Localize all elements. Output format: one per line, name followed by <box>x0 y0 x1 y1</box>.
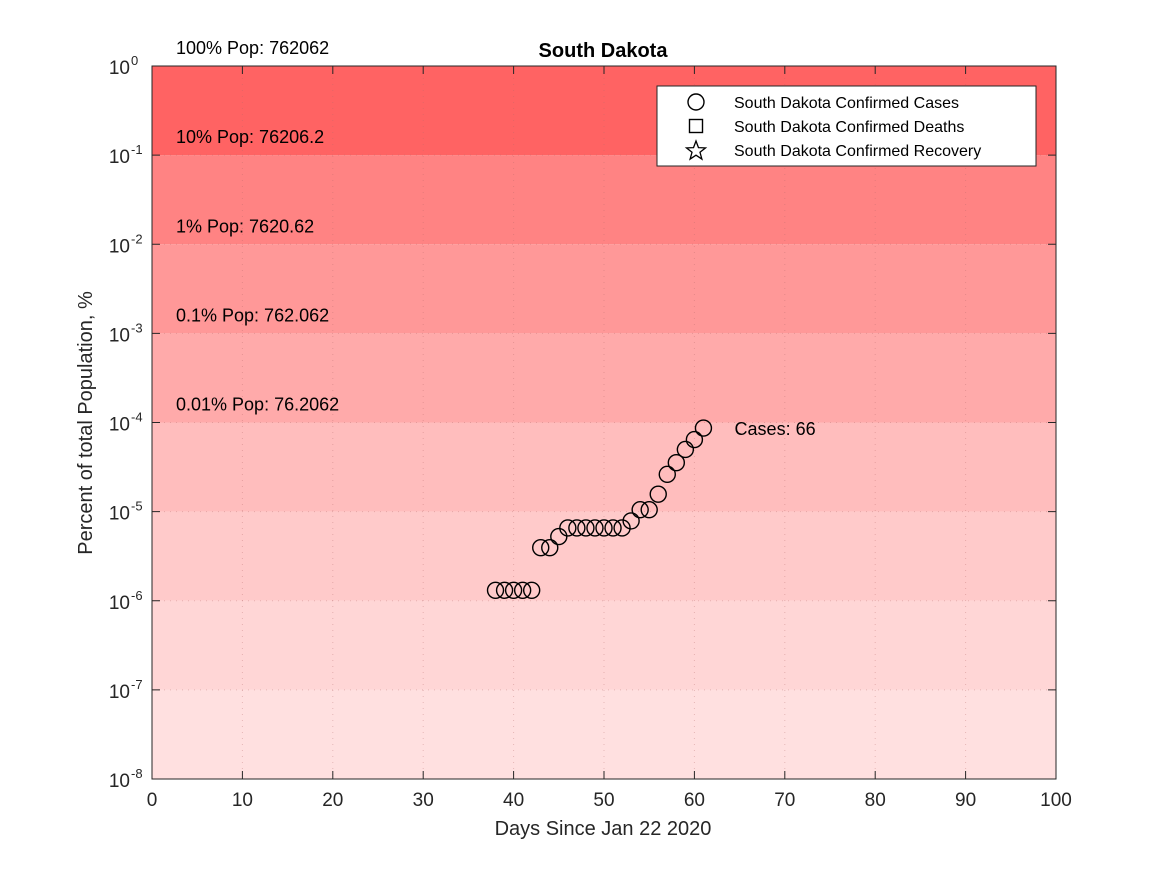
data-point <box>522 581 541 599</box>
y-tick-label: 10 <box>109 325 130 346</box>
y-tick-label: 10 <box>109 147 130 168</box>
x-tick-label: 80 <box>865 790 886 811</box>
population-band <box>152 600 1056 690</box>
x-tick-label: 50 <box>593 790 614 811</box>
data-point <box>577 519 595 537</box>
data-point <box>613 519 631 537</box>
data-point <box>495 581 514 599</box>
data-point <box>631 501 649 519</box>
x-tick-label: 40 <box>503 790 524 811</box>
population-band <box>152 333 1056 423</box>
data-point <box>568 519 586 537</box>
x-tick-label: 10 <box>232 790 253 811</box>
population-bands <box>152 66 1056 779</box>
legend-box <box>656 85 1037 167</box>
data-point <box>504 581 523 599</box>
x-tick-label: 0 <box>147 790 158 811</box>
y-tick-label: 10 <box>109 504 130 525</box>
y-tick-label: 10 <box>109 236 130 257</box>
population-band <box>152 155 1056 245</box>
y-tick-label: 10 <box>109 58 130 79</box>
legend-label: South Dakota Confirmed Recovery <box>734 143 981 160</box>
y-tick-label: 10 <box>109 771 130 792</box>
data-point <box>541 538 559 557</box>
band-label: 10% Pop: 76206.2 <box>176 127 324 147</box>
y-tick-exponent: -7 <box>131 677 143 692</box>
legend-circle-marker <box>687 93 705 111</box>
legend-square-marker <box>688 118 704 134</box>
y-tick-exponent: -4 <box>131 410 143 425</box>
population-band <box>152 689 1056 779</box>
y-tick-exponent: -2 <box>131 231 143 246</box>
annotations: Cases: 66 <box>735 419 816 439</box>
data-point <box>676 440 695 459</box>
x-tick-label: 20 <box>322 790 343 811</box>
data-point <box>513 581 532 599</box>
data-point <box>649 485 667 503</box>
population-band <box>152 244 1056 334</box>
band-label: 100% Pop: 762062 <box>176 38 329 58</box>
data-point <box>532 538 550 557</box>
chart-title: South Dakota <box>539 40 669 62</box>
x-tick-label: 70 <box>774 790 795 811</box>
y-axis-label: Percent of total Population, % <box>75 291 97 555</box>
data-markers <box>486 419 713 599</box>
data-point <box>595 519 613 537</box>
x-axis-label: Days Since Jan 22 2020 <box>495 818 712 840</box>
band-labels: 100% Pop: 762062 10% Pop: 76206.2 1% Pop: … <box>176 38 339 415</box>
data-point <box>658 465 676 484</box>
x-tick-label: 30 <box>413 790 434 811</box>
data-point <box>559 519 577 537</box>
y-tick-exponent: -5 <box>131 499 143 514</box>
legend-label: South Dakota Confirmed Cases <box>734 95 959 112</box>
x-tick-label: 60 <box>684 790 705 811</box>
band-label: 1% Pop: 7620.62 <box>176 216 314 236</box>
y-tick-exponent: -3 <box>131 320 143 335</box>
data-point <box>486 581 505 599</box>
y-tick-exponent: -6 <box>131 588 143 603</box>
dotted-grid <box>152 66 1056 779</box>
population-band <box>152 511 1056 601</box>
legend: South Dakota Confirmed Cases South Dakota… <box>656 85 1037 167</box>
y-tick-exponent: -1 <box>131 142 143 157</box>
x-tick-label: 100 <box>1040 790 1072 811</box>
data-point <box>604 519 622 537</box>
y-tick-exponent: -8 <box>131 766 143 781</box>
y-tick-label: 10 <box>109 682 130 703</box>
data-point <box>694 419 713 437</box>
axis-ticks: 0 10 20 30 40 50 60 70 80 90 10010-810-710-610-510… <box>109 53 1072 811</box>
y-tick-label: 10 <box>109 593 130 614</box>
x-tick-label: 90 <box>955 790 976 811</box>
band-label: 0.1% Pop: 762.062 <box>176 305 329 325</box>
data-point <box>640 501 658 519</box>
y-tick-label: 10 <box>109 415 130 436</box>
data-point <box>622 512 640 530</box>
legend-star-marker <box>684 139 708 161</box>
band-label: 0.01% Pop: 76.2062 <box>176 395 339 415</box>
legend-label: South Dakota Confirmed Deaths <box>734 119 964 136</box>
population-band <box>152 422 1056 512</box>
data-point <box>667 453 686 472</box>
y-tick-exponent: 0 <box>131 53 138 68</box>
data-point <box>586 519 604 537</box>
data-point <box>685 430 704 449</box>
cases-annotation: Cases: 66 <box>735 419 816 439</box>
